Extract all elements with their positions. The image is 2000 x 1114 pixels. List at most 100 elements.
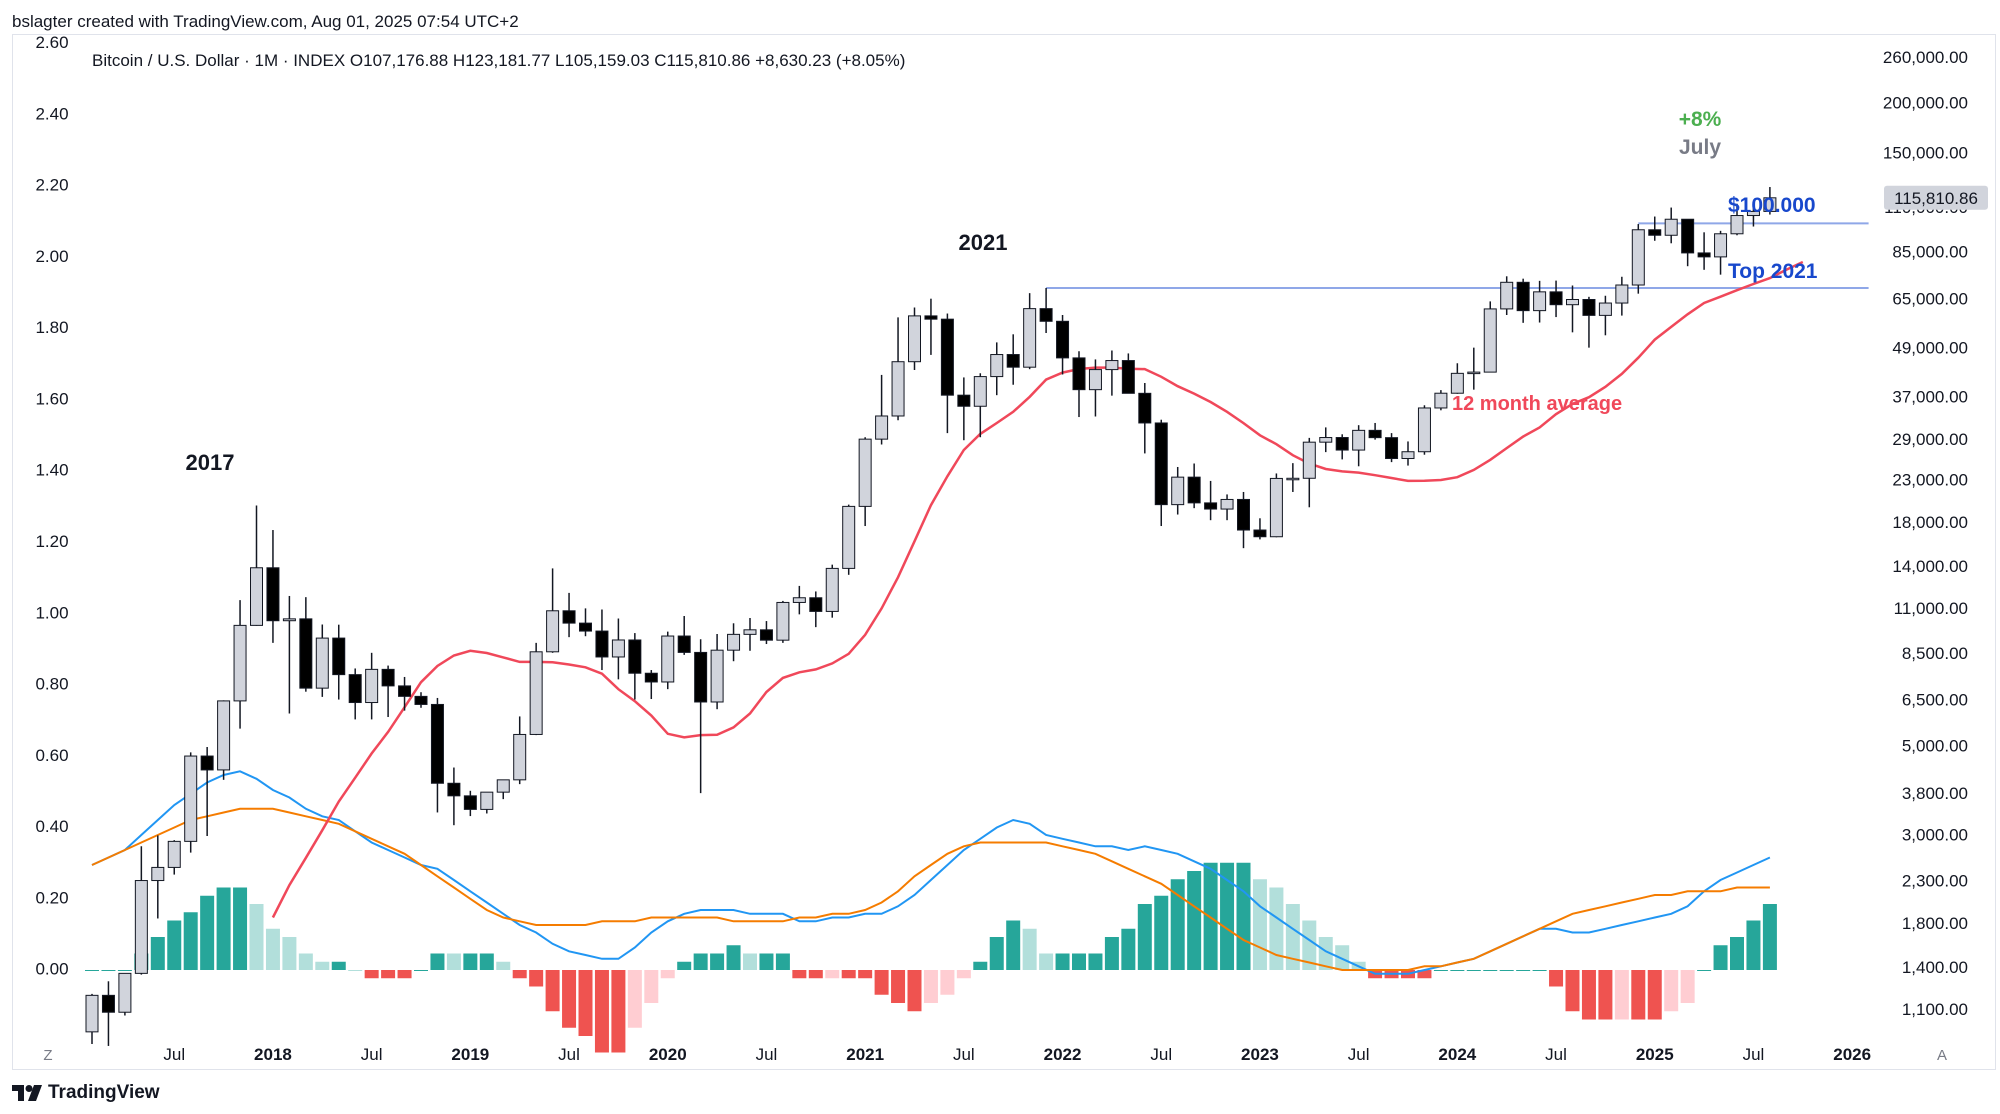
candle-down (694, 639, 708, 794)
x-axis-label: Jul (361, 1045, 383, 1064)
candle-body (1335, 437, 1349, 451)
macd-histogram-bar (1730, 937, 1744, 970)
macd-histogram-bar (1516, 970, 1531, 971)
right-axis-label: 6,500.00 (1902, 691, 1968, 710)
macd-histogram-bar (117, 970, 132, 971)
macd-histogram (85, 862, 1777, 1053)
macd-histogram-bar (1697, 970, 1712, 971)
macd-histogram-bar (1713, 945, 1728, 970)
candle-body (1187, 476, 1201, 504)
auto-scale-right-button[interactable]: A (1937, 1047, 1947, 1064)
candle-up (217, 700, 231, 780)
candle-body (1615, 284, 1629, 304)
macd-histogram-bar (841, 970, 856, 979)
candle-body (529, 651, 543, 735)
candle-down (299, 597, 313, 692)
macd-histogram-bar (496, 961, 511, 970)
candle-body (792, 597, 806, 603)
annotation-top-2021: Top 2021 (1728, 260, 1818, 283)
macd-histogram-bar (1318, 937, 1333, 970)
candle-body (973, 376, 987, 407)
candle-up (1664, 207, 1678, 244)
candle-up (1171, 466, 1185, 515)
x-axis-label: 2018 (254, 1045, 292, 1064)
macd-histogram-bar (150, 937, 165, 970)
macd-histogram-bar (529, 970, 544, 987)
macd-histogram-bar (183, 912, 198, 970)
candle-up (233, 600, 247, 729)
candle-down (940, 313, 954, 434)
macd-histogram-bar (381, 970, 396, 979)
candle-down (644, 670, 658, 700)
candle-body (1648, 229, 1662, 236)
candle-up (1746, 206, 1760, 227)
candle-up (1631, 224, 1645, 294)
x-axis-label: Jul (1545, 1045, 1567, 1064)
candle-body (1220, 498, 1234, 510)
candle-body (1516, 281, 1530, 312)
candle-down (1549, 280, 1563, 318)
macd-histogram-bar (1466, 970, 1481, 971)
macd-histogram-bar (907, 970, 922, 1012)
candle-body (1417, 407, 1431, 453)
candle-body (1105, 360, 1119, 371)
candle-body (759, 629, 773, 641)
candle-body (365, 668, 379, 704)
price-badge: 115,810.86 (1884, 185, 1988, 210)
candle-body (957, 394, 971, 407)
right-axis-label: 11,000.00 (1894, 599, 1968, 618)
candle-body (1039, 308, 1053, 322)
right-axis-label: 1,400.00 (1902, 958, 1968, 977)
candle-body (1056, 320, 1070, 359)
candle-body (628, 639, 642, 674)
left-axis-label: 0.20 (35, 888, 68, 907)
candle-body (1746, 210, 1760, 217)
auto-scale-left-button[interactable]: Z (43, 1047, 52, 1064)
price-badge-text: 115,810.86 (1894, 189, 1978, 208)
macd-histogram-bar (578, 970, 593, 1036)
candle-body (134, 880, 148, 974)
candle-down (200, 747, 214, 837)
x-axis-label: 2022 (1044, 1045, 1082, 1064)
candle-body (1385, 437, 1399, 460)
candle-body (1401, 451, 1415, 460)
candle-body (315, 637, 329, 689)
candle-down (398, 676, 412, 711)
candle-body (348, 674, 362, 704)
macd-histogram-bar (1236, 862, 1251, 970)
candle-up (1319, 427, 1333, 453)
macd-histogram-bar (973, 961, 988, 970)
macd-histogram-bar (1680, 970, 1695, 1003)
candle-up (85, 993, 99, 1044)
candle-up (1500, 276, 1514, 315)
macd-histogram-bar (414, 970, 428, 971)
macd-histogram-bar (1631, 970, 1646, 1020)
left-axis-label: 1.00 (35, 603, 68, 622)
left-axis-label: 2.20 (35, 176, 68, 195)
macd-histogram-bar (200, 895, 215, 970)
candle-body (266, 567, 280, 622)
candle-body (414, 695, 428, 705)
candle-body (908, 315, 921, 363)
candle-up (282, 595, 296, 714)
x-axis-label: Jul (1348, 1045, 1370, 1064)
candle-up (792, 585, 806, 615)
candle-down (1204, 480, 1218, 521)
macd-histogram-bar (1581, 970, 1596, 1020)
candle-body (1467, 371, 1481, 375)
candle-down (1056, 314, 1070, 375)
x-axis-label: Jul (163, 1045, 185, 1064)
annotation-2021: 2021 (959, 230, 1008, 255)
candle-up (875, 374, 889, 445)
tradingview-logo[interactable]: TradingView (12, 1082, 160, 1104)
left-axis-label: 2.40 (35, 104, 68, 123)
macd-histogram-bar (743, 953, 757, 970)
candle-body (842, 505, 856, 569)
macd-histogram-bar (1285, 904, 1300, 970)
left-axis-label: 1.20 (35, 532, 68, 551)
candle-body (1763, 197, 1777, 212)
candle-down (1138, 382, 1152, 454)
candle-up (118, 972, 132, 1016)
candle-up (858, 437, 872, 527)
